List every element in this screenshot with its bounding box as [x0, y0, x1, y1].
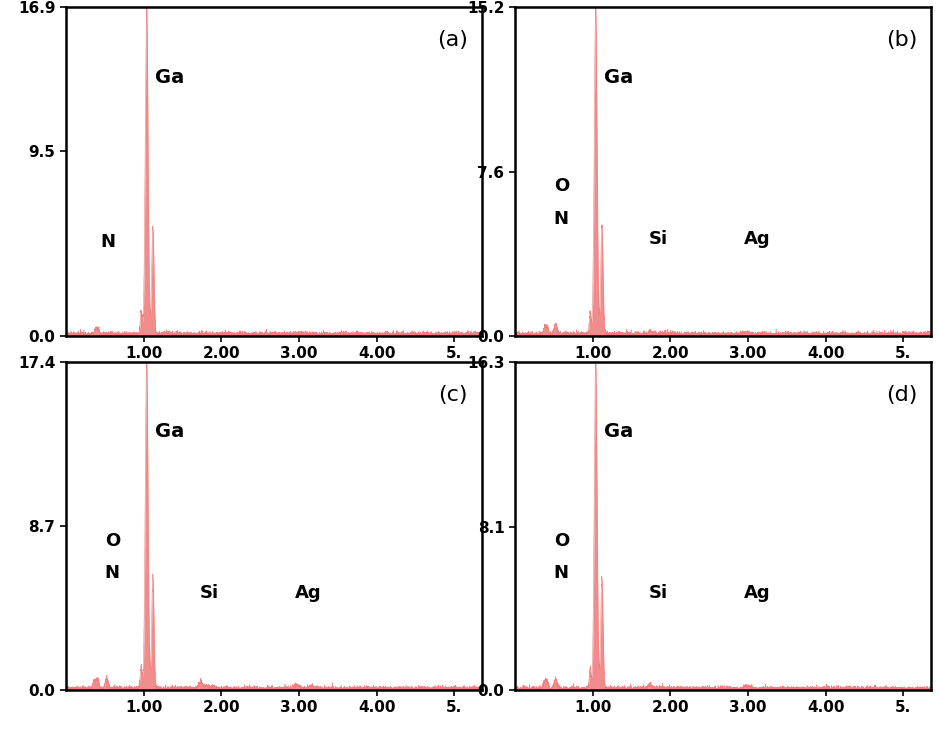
- Text: N: N: [101, 233, 116, 251]
- Text: O: O: [104, 532, 120, 550]
- Text: Ag: Ag: [744, 230, 771, 248]
- Text: Si: Si: [649, 584, 667, 603]
- Text: (d): (d): [885, 385, 917, 405]
- Text: N: N: [104, 565, 119, 582]
- Text: N: N: [554, 565, 569, 582]
- Text: Si: Si: [649, 230, 667, 248]
- Text: Ag: Ag: [295, 584, 321, 603]
- Text: O: O: [554, 532, 569, 550]
- Text: (a): (a): [437, 30, 468, 50]
- Text: Si: Si: [199, 584, 219, 603]
- Text: Ga: Ga: [155, 422, 184, 441]
- Text: O: O: [554, 177, 569, 195]
- Text: Ga: Ga: [604, 422, 634, 441]
- Text: N: N: [554, 210, 569, 228]
- Text: (b): (b): [885, 30, 917, 50]
- Text: Ag: Ag: [744, 584, 771, 603]
- Text: Ga: Ga: [155, 68, 184, 87]
- Text: (c): (c): [438, 385, 467, 405]
- Text: Ga: Ga: [604, 68, 634, 87]
